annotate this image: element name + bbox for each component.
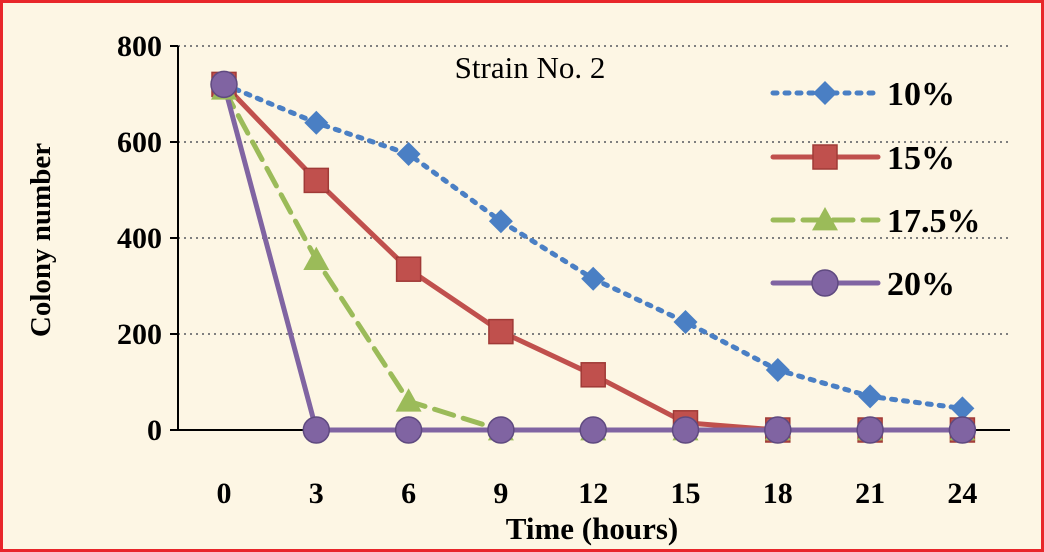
legend-label-2: 15% [887, 140, 955, 177]
data-point-series-2 [397, 257, 421, 281]
legend-marker-1 [813, 81, 837, 105]
y-tick-label: 600 [117, 126, 162, 159]
data-point-series-4 [673, 417, 699, 443]
legend: 10% 15% 17.5% 20% [773, 76, 981, 303]
x-tick-label: 9 [493, 477, 508, 510]
legend-label-3: 17.5% [887, 203, 981, 240]
data-point-series-3 [303, 247, 329, 270]
data-point-series-1 [581, 267, 605, 291]
x-tick-label: 18 [763, 477, 793, 510]
data-point-series-4 [857, 417, 883, 443]
y-tick-labels: 0 200 400 600 800 [117, 30, 162, 447]
chart-title: Strain No. 2 [455, 50, 606, 85]
data-point-series-1 [858, 384, 882, 408]
data-point-series-4 [580, 417, 606, 443]
y-tick-label: 200 [117, 318, 162, 351]
y-tick-label: 800 [117, 30, 162, 63]
x-tick-label: 21 [855, 477, 885, 510]
data-point-series-2 [489, 320, 513, 344]
data-point-series-4 [211, 71, 237, 97]
y-tick-label: 0 [147, 414, 162, 447]
x-tick-label: 15 [671, 477, 701, 510]
y-axis-title: Colony number [25, 143, 57, 337]
data-point-series-1 [674, 310, 698, 334]
data-point-series-1 [304, 111, 328, 135]
data-point-series-4 [488, 417, 514, 443]
legend-marker-2 [813, 145, 837, 169]
data-point-series-4 [949, 417, 975, 443]
x-axis-title: Time (hours) [506, 511, 679, 546]
gridlines [178, 46, 1010, 334]
legend-marker-4 [812, 270, 838, 296]
y-tick-label: 400 [117, 222, 162, 255]
data-point-series-4 [303, 417, 329, 443]
x-tick-label: 6 [401, 477, 416, 510]
data-point-series-4 [765, 417, 791, 443]
series-line-1 [224, 84, 962, 408]
data-point-series-2 [581, 363, 605, 387]
x-tick-labels: 0 3 6 9 12 15 18 21 24 [217, 477, 978, 510]
data-point-series-4 [396, 417, 422, 443]
x-tick-label: 3 [309, 477, 324, 510]
x-tick-label: 0 [217, 477, 232, 510]
x-tick-label: 24 [947, 477, 977, 510]
legend-label-1: 10% [887, 76, 955, 113]
x-tick-label: 12 [578, 477, 608, 510]
series-layer [211, 71, 975, 443]
legend-label-4: 20% [887, 266, 955, 303]
data-point-series-2 [304, 168, 328, 192]
data-point-series-1 [766, 358, 790, 382]
